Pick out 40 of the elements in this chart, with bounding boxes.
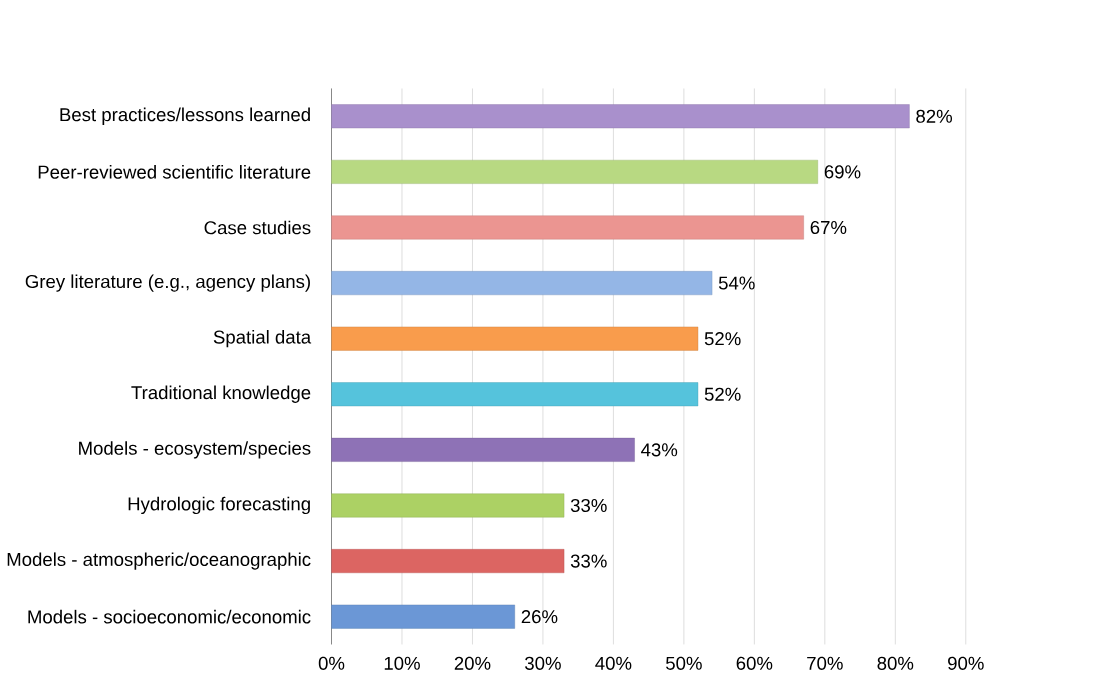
- data-label: 69%: [824, 165, 861, 179]
- data-label: 26%: [521, 610, 558, 624]
- y-tick-label: Grey literature (e.g., agency plans): [25, 274, 310, 292]
- bar: [331, 271, 713, 295]
- x-tick-label: 90%: [948, 656, 984, 670]
- x-tick-label: 20%: [454, 656, 491, 670]
- data-label: 33%: [570, 498, 607, 513]
- y-tick-label: Models - ecosystem/species: [79, 441, 311, 459]
- x-tick-label: 60%: [736, 656, 773, 670]
- x-tick-label: 40%: [595, 656, 632, 670]
- x-tick-label: 50%: [666, 656, 702, 670]
- y-tick-label: Hydrologic forecasting: [128, 496, 310, 515]
- x-tick-label: 80%: [877, 656, 914, 670]
- data-label: 82%: [916, 109, 953, 123]
- x-tick-label: 0%: [318, 656, 345, 670]
- y-tick-label: Peer-reviewed scientific literature: [38, 165, 311, 179]
- bar: [331, 326, 699, 351]
- y-tick-label: Best practices/lessons learned: [60, 107, 310, 125]
- data-label: 43%: [641, 443, 678, 457]
- y-tick-label: Models - socioeconomic/economic: [28, 609, 311, 624]
- data-label: 33%: [570, 554, 607, 568]
- y-tick-label: Traditional knowledge: [131, 385, 311, 403]
- x-tick-label: 30%: [525, 656, 561, 670]
- bar: [331, 104, 910, 129]
- x-tick-label: 70%: [807, 656, 843, 670]
- bar: [331, 549, 565, 573]
- bar: [331, 493, 565, 518]
- data-label: 67%: [810, 220, 847, 235]
- x-tick-label: 10%: [384, 656, 420, 670]
- bar: [331, 437, 635, 462]
- y-tick-label: Models - atmospheric/oceanographic: [7, 552, 311, 570]
- data-label: 52%: [704, 332, 741, 346]
- bar: [331, 215, 804, 240]
- data-label: 54%: [718, 276, 755, 290]
- bar: [331, 604, 515, 629]
- data-label: 52%: [704, 387, 741, 401]
- y-tick-label: Spatial data: [213, 329, 312, 348]
- bar: [331, 159, 818, 184]
- bar: [331, 382, 699, 407]
- y-tick-label: Case studies: [204, 220, 311, 235]
